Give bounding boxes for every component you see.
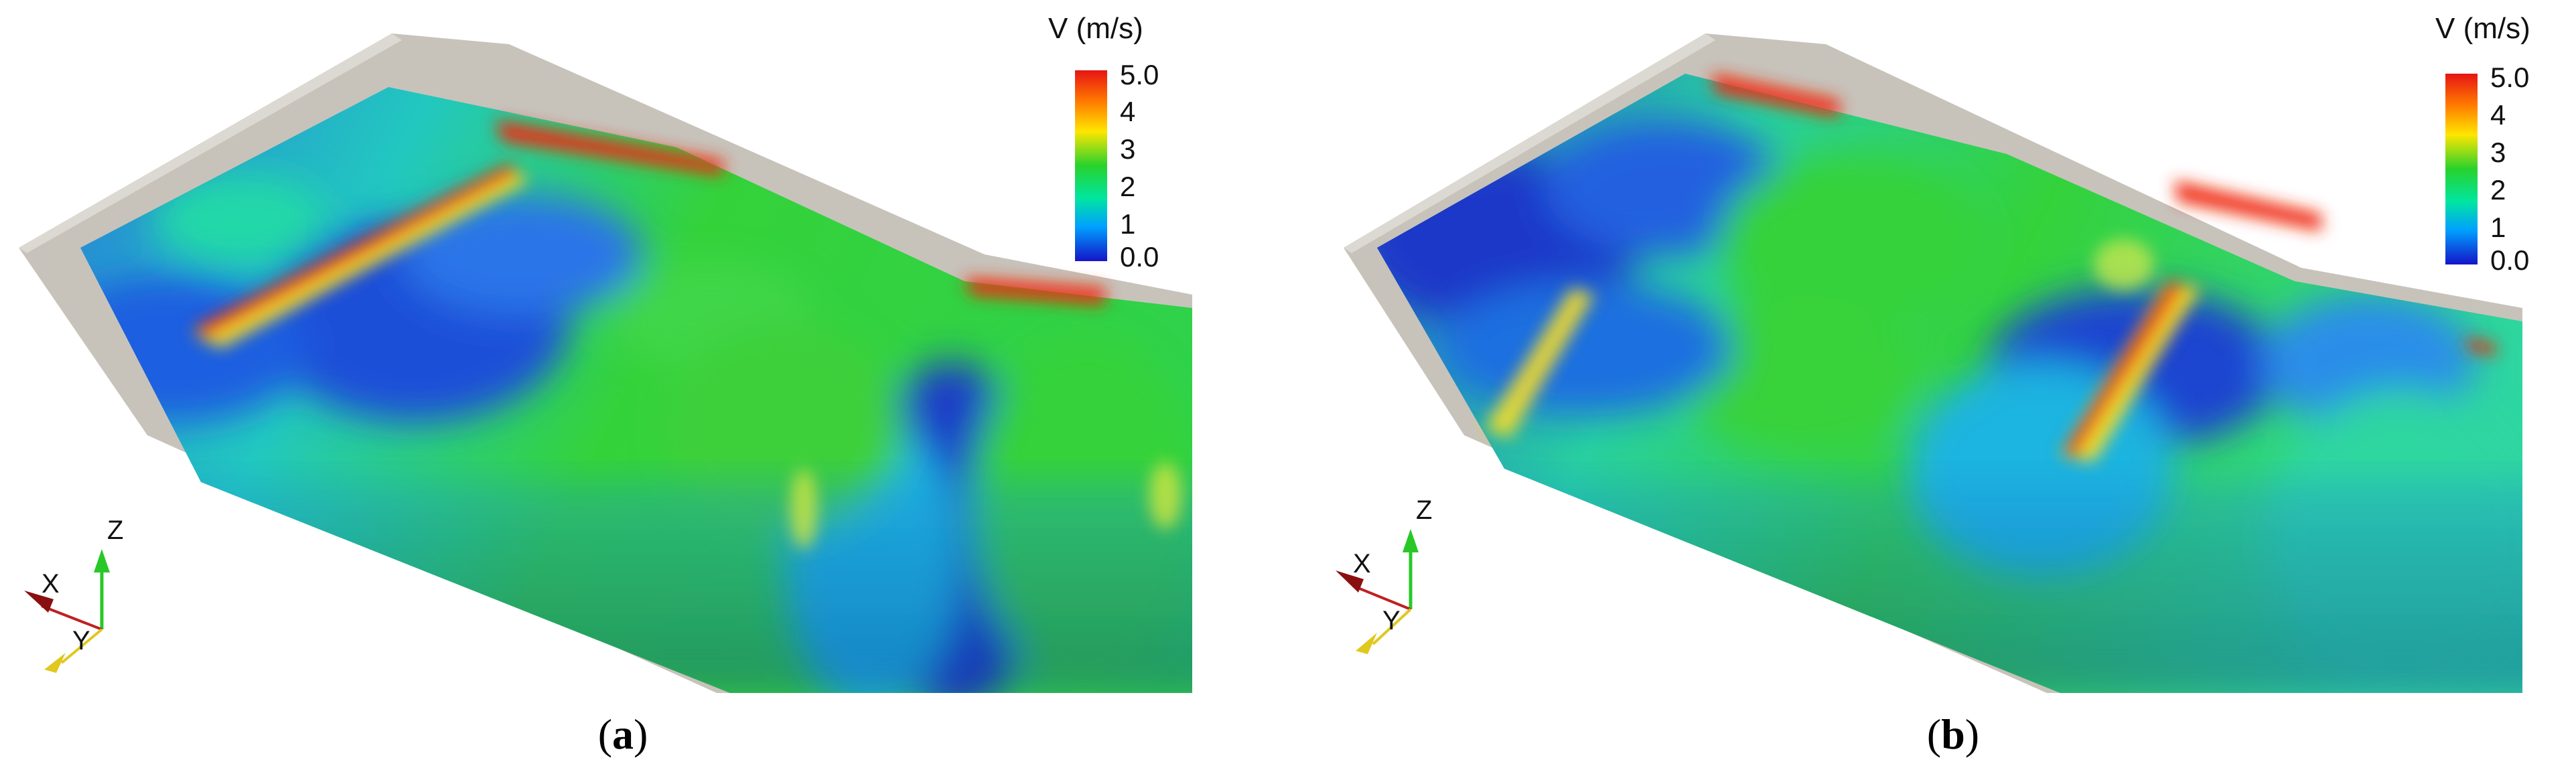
colorbar-tick-4: 4: [2490, 99, 2506, 131]
y-axis-line: [1372, 608, 1412, 645]
y-axis-line: [60, 628, 103, 664]
panel-a: V (m/s) 5.0 4 3 2 1 0.0 Z X Y (a): [0, 0, 1246, 774]
x-axis-label: X: [1353, 549, 1371, 578]
colorbar-tick-2: 2: [1120, 171, 1136, 202]
caption-a: (a): [0, 710, 1246, 759]
colorbar-tick-1: 1: [2490, 212, 2506, 243]
axes-triad-a: [24, 549, 110, 673]
caption-close: ): [634, 710, 648, 758]
z-axis-label: Z: [1416, 495, 1433, 525]
z-axis-arrow-icon: [1403, 529, 1419, 552]
y-axis-arrow-icon: [1356, 633, 1377, 654]
x-axis-line: [41, 605, 102, 631]
colorbar-tick-4: 4: [1120, 96, 1136, 127]
caption-letter: a: [612, 710, 634, 758]
x-axis-arrow-icon: [24, 591, 54, 613]
colorbar-tick-3: 3: [1120, 133, 1136, 165]
colorbar-tick-1: 1: [1120, 208, 1136, 240]
colorbar-title: V (m/s): [1048, 12, 1143, 45]
x-axis-line: [1352, 585, 1411, 611]
colorbar-title: V (m/s): [2435, 12, 2530, 45]
x-axis-arrow-icon: [1336, 570, 1364, 593]
colorbar-tick-0: 0.0: [1120, 241, 1159, 273]
axes-triad-b: [1336, 529, 1419, 654]
colorbar-tick-0: 0.0: [2490, 244, 2530, 276]
colorbar-a: [1075, 70, 1107, 261]
x-axis-label: X: [42, 569, 60, 599]
z-axis-label: Z: [107, 516, 124, 545]
caption-close: ): [1964, 710, 1980, 758]
z-axis-arrow-icon: [94, 549, 110, 572]
caption-open: (: [1926, 710, 1942, 758]
colorbar-tick-2: 2: [2490, 174, 2506, 206]
high-velocity-zones-b: [1484, 74, 2496, 462]
colorbar-tick-5: 5.0: [1120, 59, 1159, 90]
caption-letter: b: [1941, 710, 1965, 758]
velocity-field-view-b: [1336, 33, 2522, 693]
caption-open: (: [597, 710, 612, 758]
y-axis-label: Y: [72, 626, 90, 655]
velocity-field-view-a: [19, 33, 1192, 693]
caption-b: (b): [1330, 710, 2576, 759]
colorbar-tick-5: 5.0: [2490, 62, 2530, 93]
colorbar-tick-3: 3: [2490, 137, 2506, 168]
y-axis-label: Y: [1382, 606, 1401, 635]
colorbar-b: [2445, 74, 2478, 264]
panel-b: V (m/s) 5.0 4 3 2 1 0.0 Z X Y (b): [1330, 0, 2576, 774]
high-velocity-zones-a: [194, 121, 1182, 549]
y-axis-arrow-icon: [44, 653, 66, 673]
